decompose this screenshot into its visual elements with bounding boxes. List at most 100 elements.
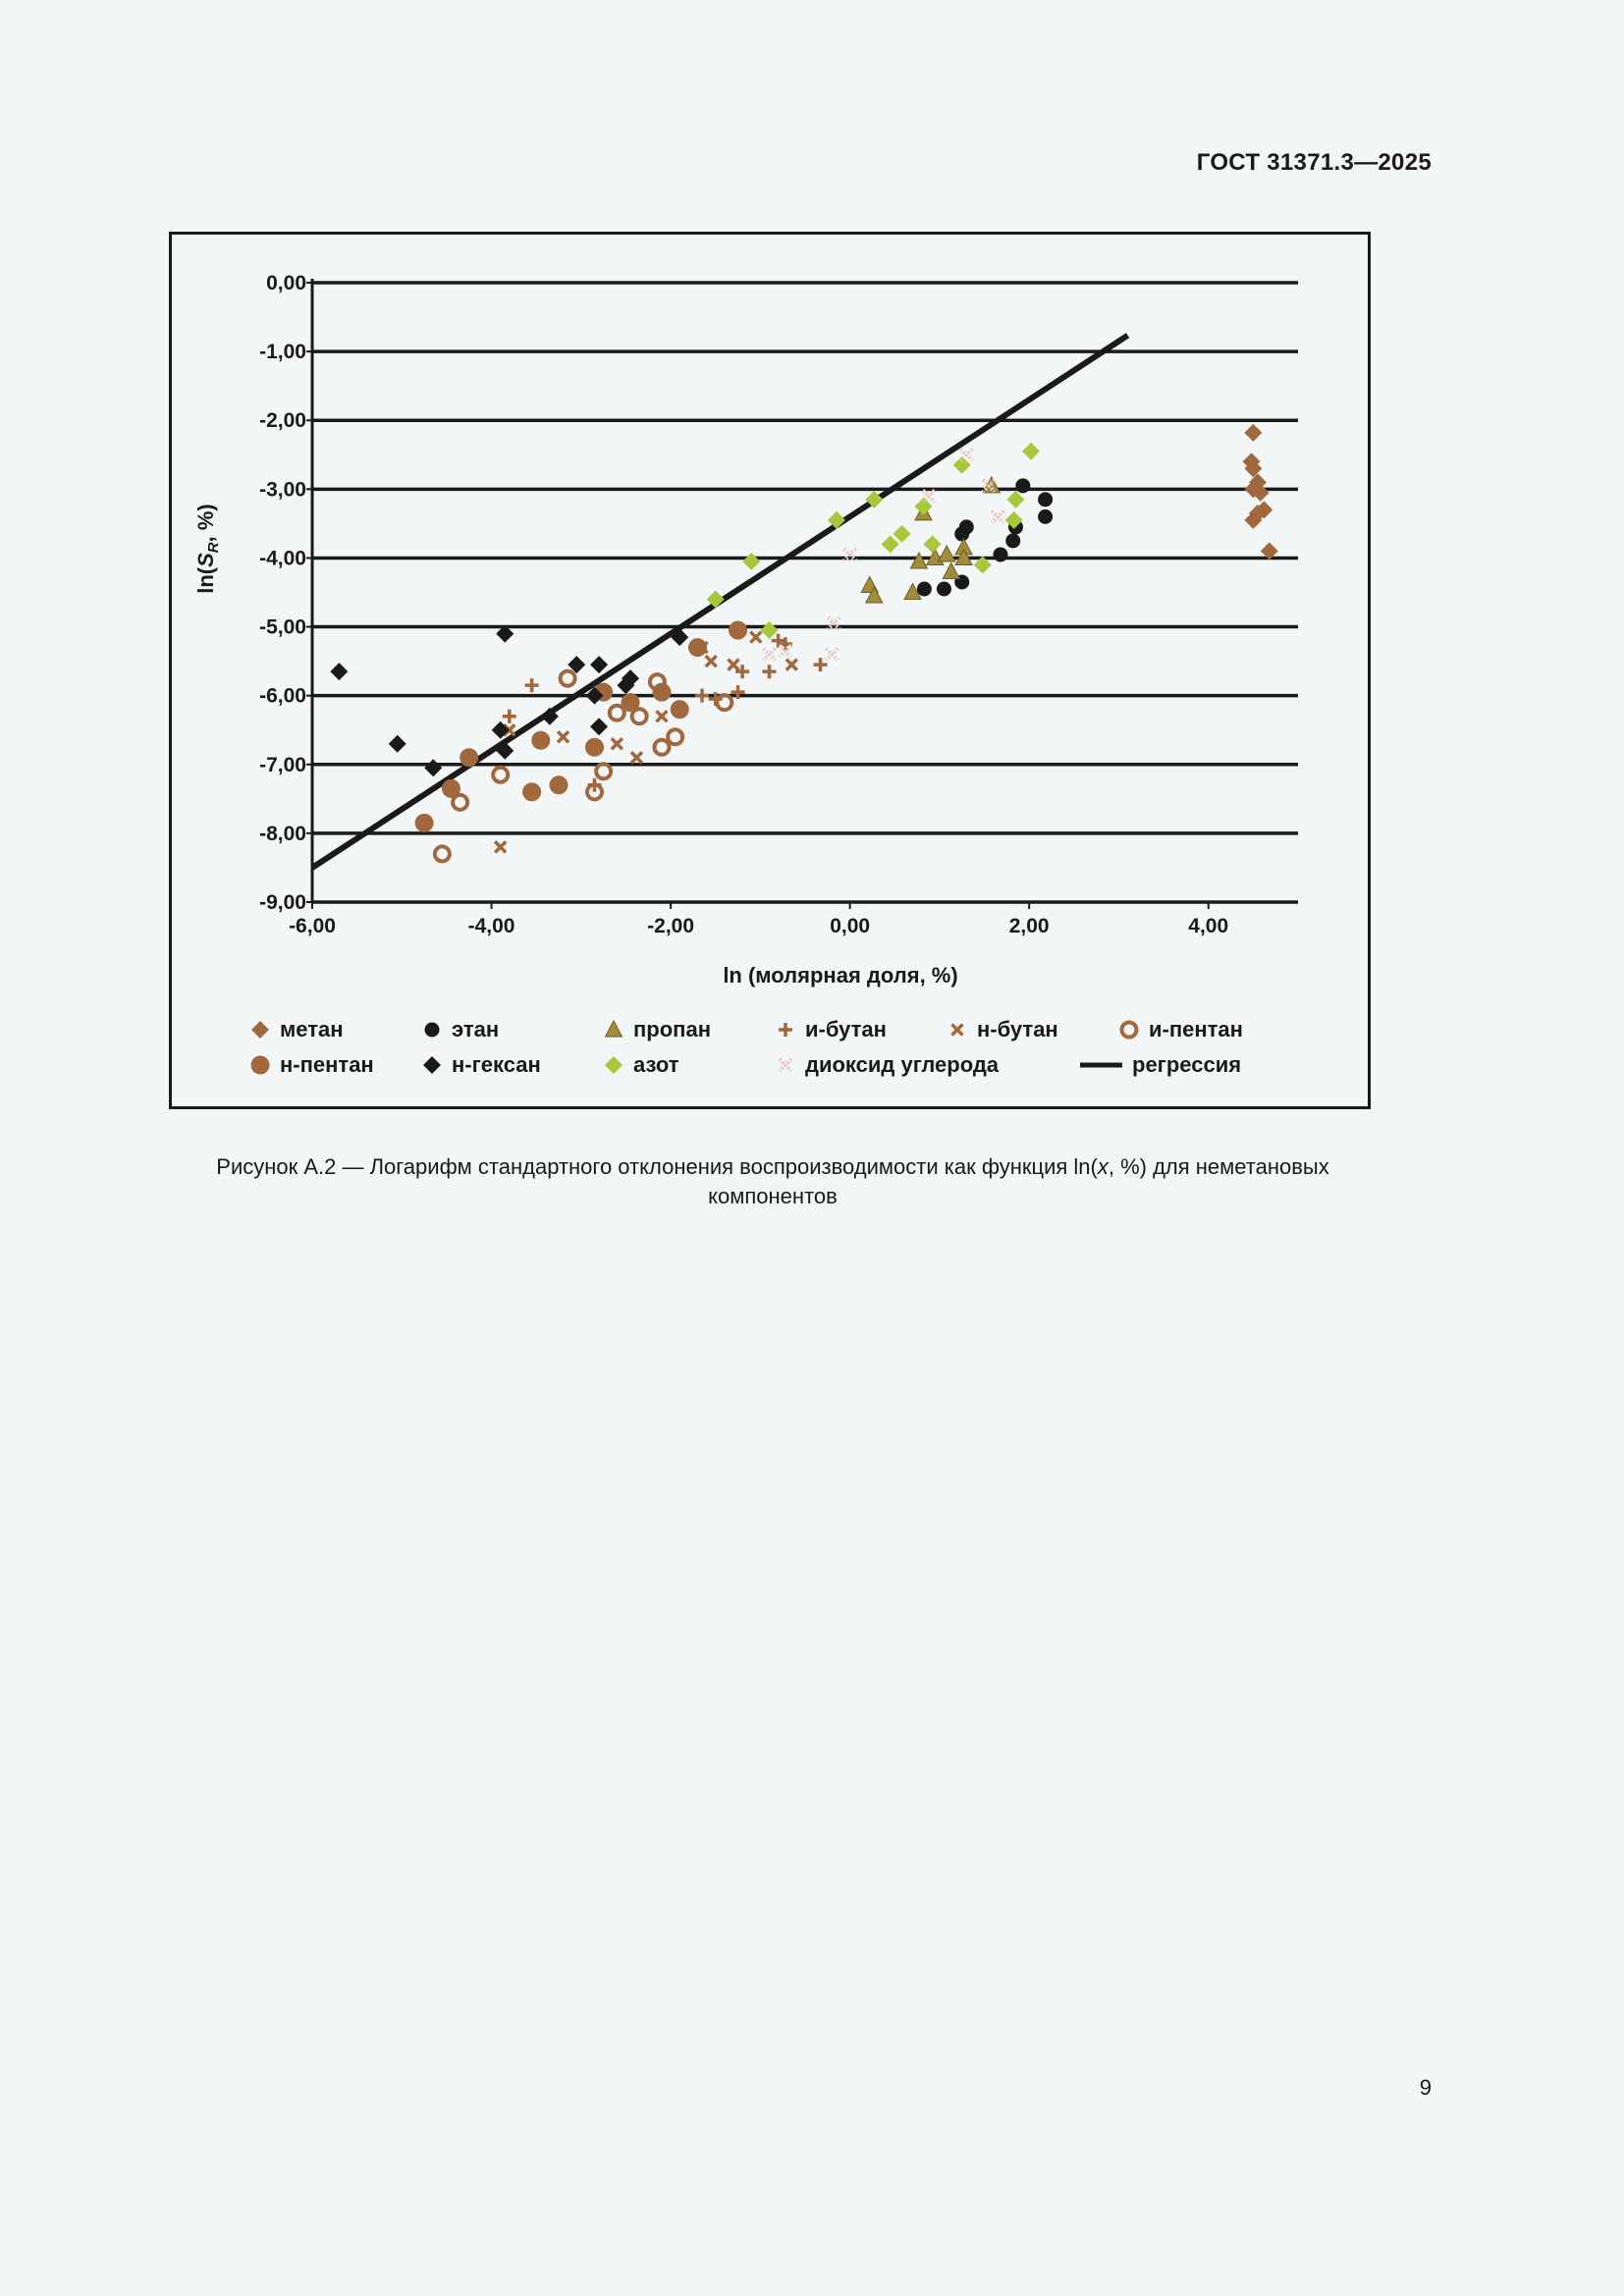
data-point-7 bbox=[388, 734, 406, 753]
data-point-8 bbox=[827, 510, 845, 529]
data-point-2 bbox=[909, 551, 929, 569]
data-point-6 bbox=[687, 638, 707, 658]
data-point-6 bbox=[441, 778, 460, 798]
legend-marker bbox=[604, 1019, 623, 1038]
document-standard-header: ГОСТ 31371.3—2025 bbox=[1196, 149, 1432, 176]
legend-marker bbox=[1119, 1020, 1139, 1040]
legend-item: н-бутан bbox=[950, 1017, 1058, 1041]
data-point-5 bbox=[594, 762, 614, 781]
legend-label: регрессия bbox=[1132, 1052, 1241, 1077]
legend-item: этан bbox=[424, 1017, 499, 1041]
data-point-7 bbox=[590, 656, 609, 674]
data-point-8 bbox=[893, 524, 911, 543]
data-point-3 bbox=[762, 665, 777, 679]
data-point-7 bbox=[424, 759, 443, 777]
legend-marker bbox=[251, 1021, 269, 1039]
data-point-2 bbox=[903, 582, 922, 600]
data-point-5 bbox=[491, 765, 511, 784]
data-point-5 bbox=[451, 792, 470, 812]
legend-marker bbox=[423, 1056, 441, 1074]
tick-labels: 0,00 -1,00 -2,00 -3,00 -4,00 -5,00 -6,00 -7,00 -… bbox=[259, 272, 1228, 937]
data-point-9 bbox=[958, 447, 974, 462]
scatter-chart: 0,00 -1,00 -2,00 -3,00 -4,00 -5,00 -6,00 -7,00 -… bbox=[193, 272, 1298, 1077]
data-point-6 bbox=[522, 782, 542, 802]
data-point-5 bbox=[585, 782, 605, 802]
y-tick-label: -7,00 bbox=[259, 754, 306, 776]
data-point-9 bbox=[981, 478, 997, 494]
y-tick-label: -1,00 bbox=[259, 341, 306, 363]
legend-marker bbox=[950, 1023, 964, 1037]
data-point-1 bbox=[958, 519, 974, 535]
data-point-8 bbox=[760, 621, 779, 640]
legend-marker bbox=[605, 1056, 623, 1074]
data-point-8 bbox=[952, 455, 971, 474]
x-tick-label: -6,00 bbox=[289, 915, 336, 937]
data-point-1 bbox=[1005, 533, 1021, 549]
data-point-7 bbox=[568, 656, 586, 674]
grid-lines bbox=[312, 281, 1298, 904]
data-point-6 bbox=[460, 748, 479, 768]
data-point-0 bbox=[1251, 483, 1270, 502]
data-point-7 bbox=[622, 669, 640, 688]
data-point-6 bbox=[549, 775, 568, 795]
y-title-sub: R bbox=[205, 542, 222, 553]
data-point-4 bbox=[727, 658, 740, 671]
x-tick-label: 2,00 bbox=[1009, 915, 1050, 937]
legend-item-regression: регрессия bbox=[1080, 1052, 1241, 1077]
data-point-8 bbox=[973, 556, 992, 574]
data-point-4 bbox=[704, 654, 718, 668]
legend-marker bbox=[778, 1057, 793, 1073]
data-point-5 bbox=[666, 727, 685, 747]
data-point-9 bbox=[842, 547, 858, 562]
data-point-0 bbox=[1244, 510, 1263, 529]
data-point-0 bbox=[1255, 501, 1273, 519]
data-point-1 bbox=[993, 547, 1008, 562]
legend-label: азот bbox=[633, 1052, 679, 1077]
legend-label: н-гексан bbox=[452, 1052, 541, 1077]
x-tick-label: 0,00 bbox=[830, 915, 870, 937]
y-tick-label: -9,00 bbox=[259, 891, 306, 914]
data-point-1 bbox=[1038, 492, 1054, 507]
legend-label: диоксид углерода bbox=[805, 1052, 1000, 1077]
page-number: 9 bbox=[1419, 2075, 1432, 2100]
data-point-1 bbox=[916, 581, 932, 597]
data-point-3 bbox=[771, 633, 785, 648]
data-point-2 bbox=[937, 544, 956, 562]
y-title-var: S bbox=[193, 553, 218, 567]
caption-variable: x bbox=[1097, 1154, 1109, 1179]
data-point-1 bbox=[1015, 478, 1031, 494]
axes bbox=[306, 279, 1210, 909]
data-point-8 bbox=[742, 552, 761, 570]
figure-caption: Рисунок А.2 — Логарифм стандартного откл… bbox=[118, 1152, 1428, 1211]
legend-item: метан bbox=[251, 1017, 344, 1041]
data-point-4 bbox=[556, 729, 570, 744]
data-point-6 bbox=[585, 737, 605, 757]
data-point-5 bbox=[432, 844, 452, 864]
data-point-5 bbox=[629, 707, 649, 726]
y-tick-label: -6,00 bbox=[259, 685, 306, 708]
data-point-6 bbox=[652, 682, 672, 702]
legend-label: н-пентан bbox=[280, 1052, 374, 1077]
caption-line2: компонентов bbox=[708, 1184, 838, 1208]
data-point-8 bbox=[706, 590, 725, 609]
data-point-4 bbox=[785, 658, 799, 671]
data-point-6 bbox=[729, 620, 748, 640]
legend-marker bbox=[779, 1023, 792, 1037]
data-point-9 bbox=[778, 643, 793, 659]
data-point-4 bbox=[610, 737, 624, 751]
data-point-0 bbox=[1248, 504, 1267, 522]
data-point-2 bbox=[864, 585, 884, 604]
legend-item: н-пентан bbox=[250, 1052, 374, 1077]
caption-line1-suffix: , %) для неметановых bbox=[1108, 1154, 1329, 1179]
legend-marker bbox=[250, 1055, 270, 1075]
data-point-8 bbox=[865, 490, 884, 508]
data-point-9 bbox=[921, 488, 937, 504]
x-tick-label: -2,00 bbox=[647, 915, 694, 937]
legend-item: пропан bbox=[604, 1017, 711, 1041]
data-point-4 bbox=[503, 722, 516, 737]
data-point-7 bbox=[585, 686, 604, 705]
data-point-9 bbox=[762, 647, 777, 663]
x-axis-title: ln (молярная доля, %) bbox=[723, 963, 957, 988]
legend-item: н-гексан bbox=[423, 1052, 541, 1077]
x-tick-label: 4,00 bbox=[1188, 915, 1228, 937]
